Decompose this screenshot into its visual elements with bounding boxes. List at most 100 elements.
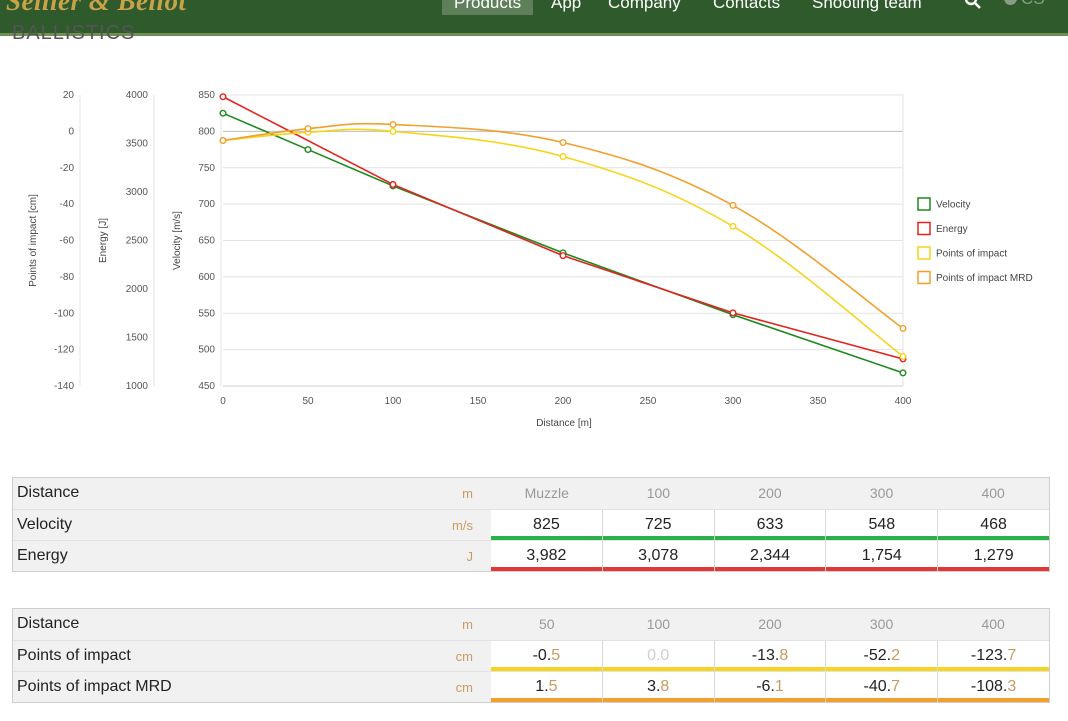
y-tick-label-energy: 1000 [126,381,149,392]
row-unit: J [466,549,474,564]
row-unit: m [462,486,473,501]
value-cell: 725 [601,510,714,540]
table-header-row: Distance m 50 100 200 300 400 [13,609,1049,640]
data-point [899,324,907,332]
y-tick-label-energy: 3000 [126,187,149,198]
language-switch[interactable]: CS [1004,0,1045,9]
x-tick-label: 400 [895,396,912,407]
x-tick-label: 200 [555,396,572,407]
y-tick-label-poi: -20 [60,163,75,174]
value-cell: 1,754 [825,541,937,571]
y-tick-label-energy: 2500 [126,236,149,247]
legend-label: Energy [936,224,968,235]
value-cell: 468 [937,510,1049,540]
value-cell: -6.1 [713,672,826,702]
data-point [389,180,397,188]
header-cell: 200 [758,485,782,501]
y-tick-label-velocity: 750 [198,163,215,174]
y-tick-label-poi: -80 [60,272,75,283]
value-cell: -108.3 [937,672,1049,702]
header-cell: 100 [646,616,671,632]
data-point [389,120,397,128]
row-unit: m/s [452,518,473,533]
legend-swatch [917,246,931,260]
y-tick-label-velocity: 700 [198,199,215,210]
value-cell: 825 [533,516,560,533]
x-axis-title: Distance [m] [536,418,592,429]
table-row-points-of-impact: Points of impact cm -0.5 0.0 -13.8 -52.2… [13,640,1049,671]
row-label: Distance [17,484,80,501]
x-tick-label: 0 [220,396,226,407]
nav-item-company[interactable]: Company [608,0,681,12]
value-cell: -52.2 [825,641,937,671]
data-point [899,352,907,360]
row-unit: cm [455,649,473,664]
y-tick-label-energy: 3500 [126,139,149,150]
search-icon[interactable] [964,0,982,10]
y-tick-label-velocity: 650 [198,236,215,247]
data-point [729,222,737,230]
header-cell: 300 [869,485,894,501]
value-cell: 1.5 [535,678,558,695]
nav-item-app[interactable]: App [551,0,582,12]
data-point [729,201,737,209]
data-point [389,127,397,135]
value-cell: 633 [713,510,826,540]
data-point [219,136,227,144]
data-point [219,109,227,117]
table-row-velocity: Velocity m/s 825 725 633 548 468 [13,509,1049,540]
value-cell: 3.8 [601,672,714,702]
legend-label: Points of impact [936,249,1007,260]
row-label: Energy [17,547,68,564]
value-cell: 2,344 [713,541,826,571]
y-tick-label-energy: 1500 [126,333,149,344]
brand-logo[interactable]: Sellier & Bellot [6,0,187,16]
value-cell: 548 [825,510,937,540]
legend-label: Velocity [936,200,970,211]
table-row-energy: Energy J 3,982 3,078 2,344 1,754 1,279 [13,540,1049,571]
nav-item-contacts[interactable]: Contacts [713,0,781,12]
value-cell: -123.7 [937,641,1049,671]
section-title: BALLISTICS [12,22,136,44]
legend-swatch [917,221,931,236]
data-point [899,369,907,377]
row-label: Distance [17,615,80,632]
ballistics-table-points-of-impact: Distance m 50 100 200 300 400 Points of … [12,608,1050,703]
y-tick-label-velocity: 450 [198,381,215,392]
data-point [304,125,312,133]
header-cell: Muzzle [524,485,569,501]
data-point [559,138,567,146]
data-point [304,146,312,154]
row-unit: cm [455,680,473,695]
table-row-points-of-impact-mrd: Points of impact MRD cm 1.5 3.8 -6.1 -40… [13,671,1049,702]
value-cell: -13.8 [713,641,826,671]
y-tick-label-velocity: 800 [198,126,215,137]
legend-swatch [917,270,931,285]
data-point [729,309,737,317]
y-tick-label-poi: -40 [60,199,75,210]
y-tick-label-poi: 0 [68,126,74,137]
y-tick-label-poi: -140 [54,381,74,392]
x-tick-label: 100 [385,396,402,407]
y-tick-label-poi: -100 [54,308,74,319]
y-tick-label-velocity: 850 [198,90,215,101]
nav-item-shooting-team[interactable]: Shooting team [812,0,922,12]
table-header-row: Distance m Muzzle 100 200 300 400 [13,478,1049,509]
header-cell: 100 [646,485,671,501]
x-tick-label: 350 [810,396,827,407]
x-tick-label: 300 [725,396,742,407]
header-cell: 200 [758,616,782,632]
y-axis-title-energy: Energy [J] [98,218,109,263]
nav-item-products[interactable]: Products [442,0,534,15]
header-cell: 50 [539,616,555,632]
ballistics-table-velocity-energy: Distance m Muzzle 100 200 300 400 Veloci… [12,477,1050,572]
value-cell: 3,982 [526,547,567,564]
value-cell: 0.0 [601,641,714,671]
y-tick-label-poi: -60 [60,236,75,247]
y-axis-title-velocity: Velocity [m/s] [172,211,183,270]
header-cell: 400 [981,616,1005,632]
row-label: Points of impact [17,647,131,664]
x-tick-label: 150 [470,396,487,407]
value-cell: -0.5 [532,647,561,664]
